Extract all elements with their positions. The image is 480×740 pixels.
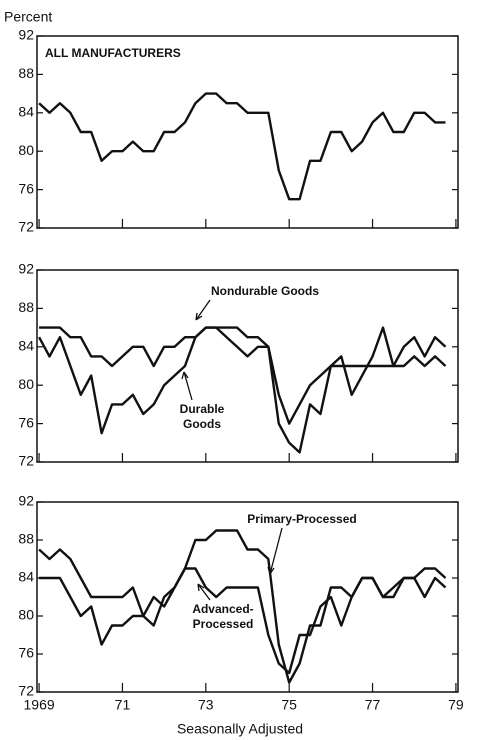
- y-tick-label: 72: [18, 219, 34, 235]
- y-tick-label: 84: [18, 338, 34, 354]
- arrow: [195, 299, 211, 321]
- y-tick-label: 92: [18, 261, 34, 277]
- y-tick-label: 92: [18, 493, 34, 509]
- series-line: [39, 567, 447, 675]
- y-tick-label: 80: [18, 142, 34, 158]
- y-tick-label: 72: [18, 453, 34, 469]
- y-tick-label: 84: [18, 104, 34, 120]
- x-axis-label: Seasonally Adjusted: [177, 721, 303, 737]
- plot-frame: [36, 269, 459, 463]
- y-tick-label: 76: [18, 180, 34, 196]
- series-label: Advanced-Processed: [192, 602, 254, 631]
- x-tick-label: 71: [115, 697, 131, 713]
- plot-frame: [36, 501, 459, 693]
- series-line: [39, 326, 447, 425]
- panel-title: ALL MANUFACTURERS: [45, 46, 181, 60]
- y-tick-label: 88: [18, 531, 34, 547]
- arrow: [197, 583, 211, 601]
- series-line: [38, 92, 446, 201]
- series-line: [38, 326, 447, 454]
- y-tick-label: 84: [18, 569, 34, 585]
- x-tick-label: 75: [281, 697, 297, 713]
- y-tick-label: 92: [18, 27, 34, 43]
- y-axis-label: Percent: [4, 9, 52, 25]
- series-label: Nondurable Goods: [211, 284, 319, 298]
- y-tick-label: 76: [18, 414, 34, 430]
- series-label: Durable Goods: [179, 402, 225, 431]
- arrow: [181, 371, 193, 401]
- x-tick-label: 77: [365, 697, 381, 713]
- x-tick-label: 79: [448, 697, 464, 713]
- plot-frame: [36, 35, 459, 229]
- y-tick-label: 76: [18, 645, 34, 661]
- y-tick-label: 88: [18, 299, 34, 315]
- y-tick-label: 72: [18, 683, 34, 699]
- x-tick-label: 1969: [24, 697, 55, 713]
- y-tick-label: 80: [18, 607, 34, 623]
- series-label: Primary-Processed: [247, 512, 357, 526]
- y-tick-label: 80: [18, 376, 34, 392]
- y-tick-label: 88: [18, 65, 34, 81]
- x-tick-label: 73: [198, 697, 214, 713]
